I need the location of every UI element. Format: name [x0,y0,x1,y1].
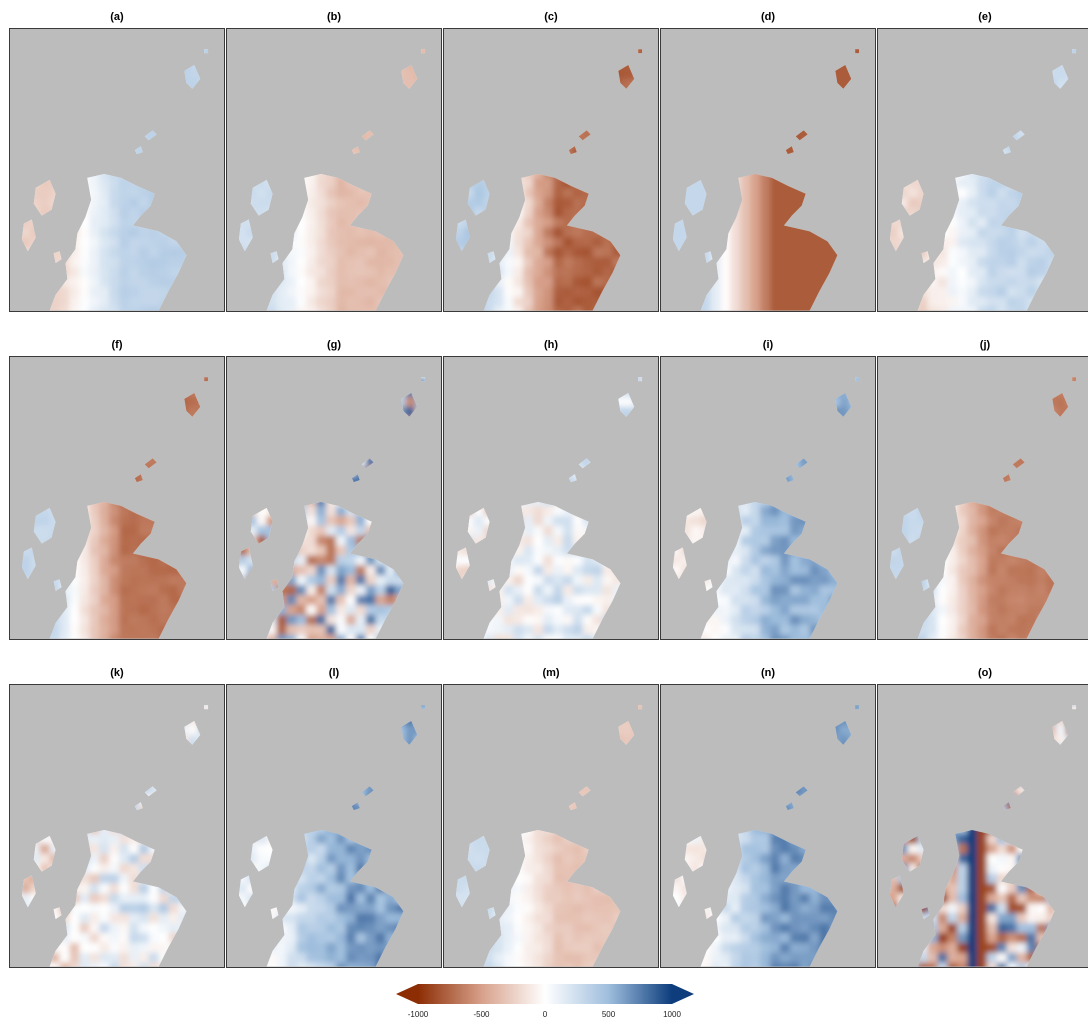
anomaly-field [21,705,209,967]
colorbar-high-extend [672,984,694,1004]
map-field [238,705,426,967]
anomaly-field [21,49,209,311]
colorbar-tick-label: -500 [473,1010,490,1019]
panel-label: (o) [977,667,993,679]
map-field [889,377,1077,639]
panel-label: (b) [326,11,342,23]
colorbar-bar [418,984,672,1004]
map-field [21,49,209,311]
map-frame [226,684,442,968]
map-field [455,377,643,639]
panel-label: (e) [978,11,992,23]
map-panel: (n) [660,664,876,968]
map-panel: (e) [877,8,1088,312]
panel-label: (n) [760,667,776,679]
anomaly-field [238,377,426,639]
panel-label: (l) [328,667,340,679]
colorbar-tick-label: -1000 [407,1010,429,1019]
map-frame [877,356,1088,640]
colorbar-low-extend [396,984,418,1004]
map-frame [660,28,876,312]
map-field [672,49,860,311]
anomaly-field [889,705,1077,967]
map-frame [9,28,225,312]
map-field [889,49,1077,311]
map-field [455,705,643,967]
map-frame [226,356,442,640]
anomaly-field [455,377,643,639]
map-field [889,705,1077,967]
panel-grid: (a) (b) (c) (d) (e) (f) (g) (h) (i) (j) (k) (l) (m) (… [9,8,1088,968]
anomaly-field [238,705,426,967]
map-field [238,377,426,639]
map-frame [877,28,1088,312]
map-panel: (b) [226,8,442,312]
map-frame [877,684,1088,968]
map-frame [226,28,442,312]
map-frame [443,356,659,640]
map-panel: (g) [226,336,442,640]
map-frame [443,684,659,968]
panel-label: (d) [760,11,776,23]
colorbar [396,984,694,1004]
anomaly-field [672,49,860,311]
anomaly-field [889,377,1077,639]
map-frame [9,356,225,640]
panel-label: (i) [762,339,774,351]
panel-label: (m) [542,667,560,679]
panel-label: (j) [979,339,991,351]
anomaly-field [672,705,860,967]
anomaly-field [889,49,1077,311]
map-field [21,377,209,639]
map-panel: (i) [660,336,876,640]
anomaly-field [455,49,643,311]
panel-label: (a) [110,11,124,23]
map-field [672,377,860,639]
anomaly-field [672,377,860,639]
map-frame [660,684,876,968]
map-field [672,705,860,967]
colorbar-tick-label: 1000 [663,1010,681,1019]
panel-label: (h) [543,339,559,351]
colorbar-tick-label: 0 [542,1010,548,1019]
panel-label: (g) [326,339,342,351]
map-field [21,705,209,967]
map-panel: (m) [443,664,659,968]
colorbar-tick-label: 500 [601,1010,616,1019]
map-panel: (h) [443,336,659,640]
panel-label: (f) [111,339,123,351]
map-panel: (a) [9,8,225,312]
anomaly-field [238,49,426,311]
panel-label: (c) [544,11,558,23]
map-frame [660,356,876,640]
map-panel: (c) [443,8,659,312]
map-panel: (l) [226,664,442,968]
map-panel: (k) [9,664,225,968]
anomaly-field [21,377,209,639]
map-panel: (f) [9,336,225,640]
map-frame [443,28,659,312]
map-panel: (o) [877,664,1088,968]
map-panel: (j) [877,336,1088,640]
panel-label: (k) [110,667,124,679]
map-field [238,49,426,311]
map-panel: (d) [660,8,876,312]
anomaly-field [455,705,643,967]
map-frame [9,684,225,968]
map-field [455,49,643,311]
